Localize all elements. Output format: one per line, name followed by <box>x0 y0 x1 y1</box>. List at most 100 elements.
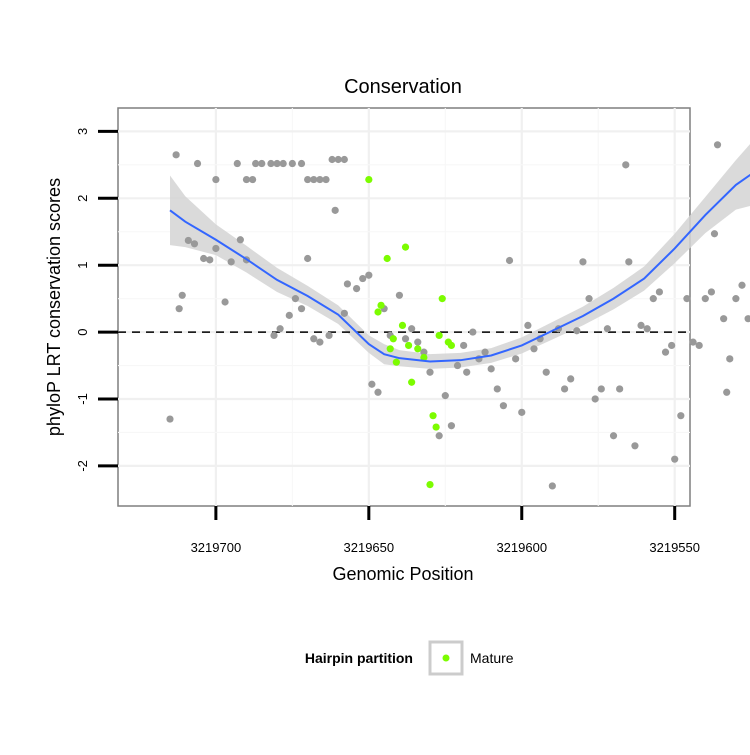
data-point-other <box>585 295 593 303</box>
data-point-mature <box>404 341 413 350</box>
data-point-other <box>331 206 339 214</box>
data-point-other <box>560 385 569 393</box>
data-point-other <box>631 442 639 450</box>
data-point-other <box>597 385 605 393</box>
data-point-other <box>713 141 722 149</box>
data-point-other <box>221 298 229 306</box>
data-point-other <box>414 338 422 346</box>
data-point-mature <box>389 335 397 343</box>
data-point-other <box>655 288 664 296</box>
data-point-other <box>334 155 342 164</box>
data-point-other <box>710 230 719 238</box>
data-point-other <box>172 151 180 159</box>
data-point-other <box>270 331 278 340</box>
confidence-band-area <box>170 144 750 369</box>
data-point-other <box>744 315 750 323</box>
data-point-other <box>469 328 477 336</box>
data-point-other <box>493 385 501 393</box>
data-point-other <box>481 348 489 356</box>
x-axis-label: Genomic Position <box>332 564 473 584</box>
data-point-other <box>603 325 612 333</box>
confidence-band <box>170 144 750 369</box>
data-point-other <box>316 175 324 184</box>
data-point-other <box>441 392 449 400</box>
data-point-other <box>297 159 306 168</box>
data-point-other <box>365 271 373 279</box>
data-point-mature <box>420 353 428 362</box>
legend-title: Hairpin partition <box>305 650 413 666</box>
data-point-other <box>460 341 468 350</box>
data-point-mature <box>447 341 456 350</box>
data-point-other <box>310 335 318 343</box>
data-point-mature <box>383 254 391 263</box>
data-point-other <box>573 327 581 335</box>
data-point-other <box>732 295 740 303</box>
data-point-other <box>435 432 443 440</box>
data-point-other <box>276 325 284 333</box>
x-axis: 3219700 3219650 3219600 3219550 <box>191 506 700 555</box>
data-point-mature <box>414 345 422 353</box>
data-point-other <box>252 159 260 168</box>
data-point-other <box>591 395 599 403</box>
data-point-other <box>683 295 691 303</box>
data-point-other <box>328 155 336 164</box>
data-point-other <box>677 412 685 420</box>
y-axis: -2 -1 0 1 2 3 <box>75 128 118 472</box>
data-point-other <box>609 432 618 440</box>
data-point-mature <box>374 308 382 316</box>
data-point-other <box>304 175 312 184</box>
y-axis-tick-label: -1 <box>75 393 90 405</box>
data-point-other <box>352 285 361 293</box>
data-point-other <box>291 295 300 303</box>
data-point-other <box>227 258 235 266</box>
x-axis-tick-label: 3219550 <box>649 540 700 555</box>
data-point-other <box>518 408 526 416</box>
data-point-other <box>671 455 679 463</box>
data-point-other <box>723 388 731 396</box>
data-point-other <box>193 159 202 168</box>
data-point-other <box>499 402 508 410</box>
data-point-mature <box>408 378 416 386</box>
chart-title: Conservation <box>344 76 462 98</box>
data-point-other <box>267 159 275 168</box>
data-point-other <box>374 388 382 396</box>
trend-line <box>169 173 750 363</box>
y-axis-tick-label: 1 <box>75 262 90 269</box>
data-point-mature <box>401 243 410 251</box>
data-point-other <box>310 175 318 184</box>
data-point-other <box>408 325 416 333</box>
data-point-other <box>340 309 348 317</box>
data-point-other <box>184 236 192 245</box>
data-point-other <box>453 361 462 370</box>
y-axis-label: phyloP LRT conservation scores <box>44 178 64 436</box>
data-point-other <box>190 240 199 248</box>
data-point-other <box>720 315 728 323</box>
data-point-other <box>178 291 186 299</box>
data-point-other <box>661 348 670 356</box>
data-point-other <box>625 258 633 266</box>
data-point-other <box>304 254 312 263</box>
points-other <box>166 141 750 490</box>
data-point-other <box>649 295 657 303</box>
x-axis-tick-label: 3219650 <box>344 540 395 555</box>
data-point-other <box>401 335 410 343</box>
data-point-other <box>420 348 428 356</box>
data-point-other <box>212 175 220 184</box>
data-point-other <box>285 311 293 319</box>
data-point-other <box>343 280 352 288</box>
data-point-mature <box>386 345 394 353</box>
data-point-other <box>695 341 703 350</box>
data-point-other <box>524 321 532 329</box>
data-point-other <box>622 161 630 169</box>
data-point-other <box>206 256 214 264</box>
data-point-other <box>297 305 306 313</box>
x-axis-tick-label: 3219600 <box>496 540 547 555</box>
data-point-other <box>368 380 376 388</box>
data-point-other <box>637 321 645 329</box>
legend-key-mature-point <box>442 654 450 662</box>
data-point-other <box>359 274 367 283</box>
data-point-mature <box>429 412 437 420</box>
data-point-other <box>530 345 538 353</box>
data-point-other <box>258 159 266 168</box>
